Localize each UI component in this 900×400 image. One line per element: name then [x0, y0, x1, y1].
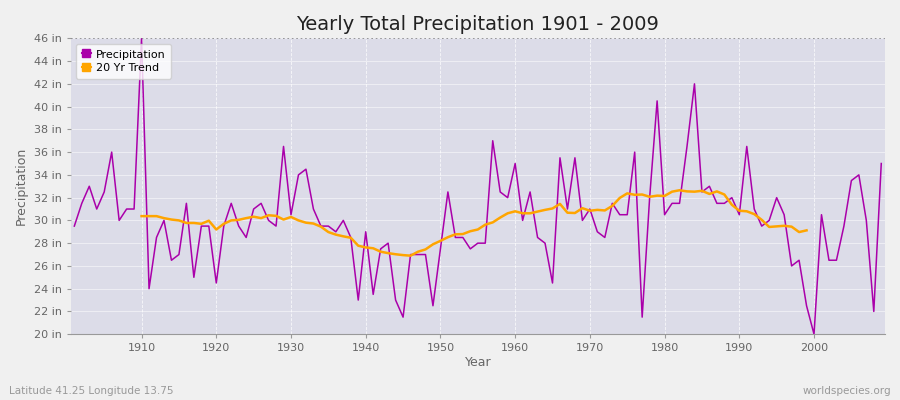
Text: worldspecies.org: worldspecies.org [803, 386, 891, 396]
20 Yr Trend [226, 218, 237, 223]
20 Yr Trend [719, 192, 730, 197]
Precipitation [69, 224, 80, 228]
Precipitation [876, 161, 886, 166]
Precipitation [808, 332, 819, 336]
Title: Yearly Total Precipitation 1901 - 2009: Yearly Total Precipitation 1901 - 2009 [296, 15, 659, 34]
Text: Latitude 41.25 Longitude 13.75: Latitude 41.25 Longitude 13.75 [9, 386, 174, 396]
Precipitation [346, 235, 356, 240]
20 Yr Trend [787, 224, 797, 229]
Precipitation [509, 161, 520, 166]
20 Yr Trend [136, 214, 147, 218]
Y-axis label: Precipitation: Precipitation [15, 147, 28, 225]
X-axis label: Year: Year [464, 356, 491, 369]
Line: 20 Yr Trend: 20 Yr Trend [141, 190, 806, 256]
20 Yr Trend [801, 228, 812, 233]
Precipitation [136, 36, 147, 41]
20 Yr Trend [338, 234, 348, 239]
Precipitation [518, 218, 528, 223]
20 Yr Trend [607, 204, 617, 208]
Precipitation [607, 201, 617, 206]
20 Yr Trend [674, 188, 685, 193]
20 Yr Trend [405, 253, 416, 258]
Precipitation [301, 167, 311, 172]
Precipitation [129, 207, 140, 212]
20 Yr Trend [704, 192, 715, 196]
Line: Precipitation: Precipitation [75, 38, 881, 334]
Legend: Precipitation, 20 Yr Trend: Precipitation, 20 Yr Trend [76, 44, 171, 78]
